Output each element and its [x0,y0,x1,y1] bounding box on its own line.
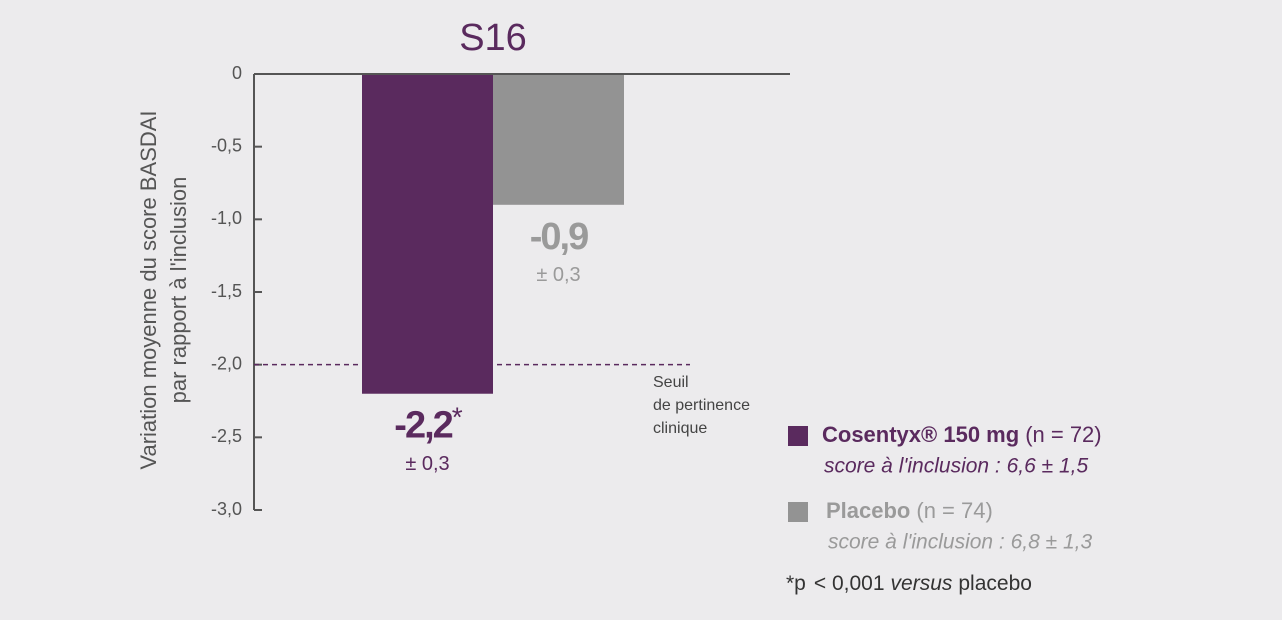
legend-name: Cosentyx® 150 mg [822,422,1019,447]
legend-name: Placebo [826,498,910,523]
legend-baseline: score à l'inclusion : 6,6 ± 1,5 [824,455,1088,478]
footnote-part: placebo [958,572,1032,595]
y-tick-label: 0 [232,63,242,83]
threshold-label: Seuil [653,374,689,391]
value-label-text: -0,9 [530,216,588,258]
bar [362,74,493,394]
y-tick-label: -1,0 [211,208,242,228]
y-tick-label: -2,0 [211,353,242,373]
legend-entry: Placebo (n = 74) [826,498,993,523]
threshold-label: clinique [653,420,707,437]
y-tick-label: -2,5 [211,426,242,446]
error-label: ± 0,3 [536,264,580,286]
value-label-text: -2,2 [394,405,452,447]
y-tick-label: -0,5 [211,135,242,155]
legend-baseline: score à l'inclusion : 6,8 ± 1,3 [828,531,1092,554]
footnote: *p < 0,001 versus placebo [786,572,1032,595]
legend-swatch [788,502,808,522]
value-label: -0,9 [530,216,588,258]
legend-swatch [788,426,808,446]
chart-title: S16 [459,17,527,59]
threshold-label: de pertinence [653,397,750,414]
footnote-part: versus [891,572,953,595]
y-tick-label: -1,5 [211,281,242,301]
legend-n: (n = 72) [1025,422,1101,447]
y-axis-label: Variation moyenne du score BASDAI [136,110,161,469]
y-axis-label: par rapport à l'inclusion [166,177,191,404]
legend-n: (n = 74) [916,498,992,523]
error-label: ± 0,3 [405,453,449,475]
footnote-part: *p [786,572,806,595]
legend-entry: Cosentyx® 150 mg (n = 72) [822,422,1102,447]
footnote-part: < 0,001 [814,572,885,595]
bar [493,74,624,205]
y-tick-label: -3,0 [211,499,242,519]
